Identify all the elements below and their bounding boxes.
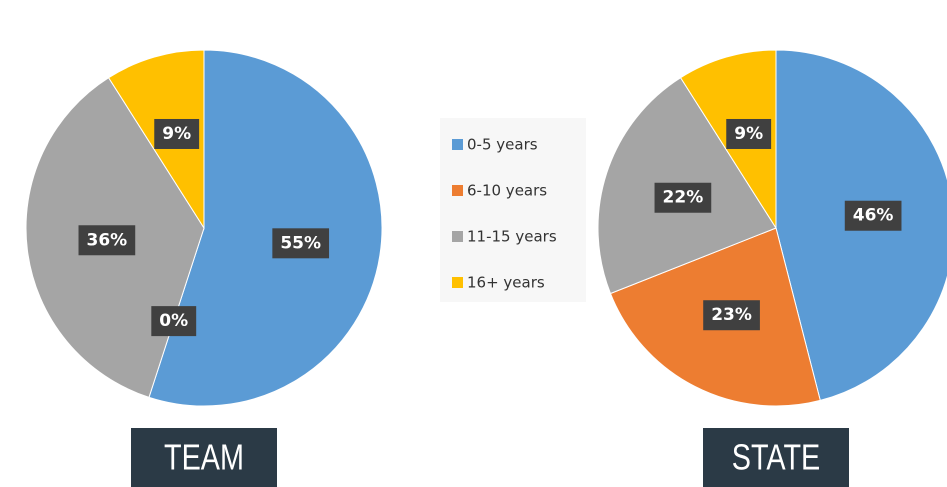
data-label-box: [78, 225, 136, 256]
legend-label: 11-15 years: [467, 228, 557, 246]
data-label: 9%: [734, 124, 763, 144]
pie-slice: [148, 49, 383, 407]
data-label: 0%: [159, 311, 188, 331]
data-label-box: [726, 118, 772, 149]
legend-swatch: [452, 231, 463, 242]
data-label: 55%: [280, 233, 321, 253]
data-label-box: [703, 300, 760, 331]
title-box: [131, 428, 277, 487]
chart-title: STATE: [732, 436, 820, 477]
data-label: 9%: [162, 124, 191, 144]
title-box: [703, 428, 849, 487]
legend-swatch: [452, 139, 463, 150]
data-label: 22%: [663, 188, 704, 208]
data-label: 46%: [853, 206, 894, 226]
data-label-box: [272, 228, 330, 259]
data-label-box: [151, 306, 197, 337]
legend-label: 16+ years: [467, 274, 545, 292]
legend-swatch: [452, 277, 463, 288]
data-label: 36%: [87, 230, 128, 250]
legend-label: 0-5 years: [467, 136, 538, 154]
data-label-box: [654, 182, 712, 213]
legend-label: 6-10 years: [467, 182, 547, 200]
legend-box: [440, 118, 586, 302]
legend-swatch: [452, 185, 463, 196]
chart-title: TEAM: [164, 436, 244, 477]
data-label-box: [844, 200, 902, 231]
data-label: 23%: [711, 305, 752, 325]
data-label-box: [154, 118, 200, 149]
